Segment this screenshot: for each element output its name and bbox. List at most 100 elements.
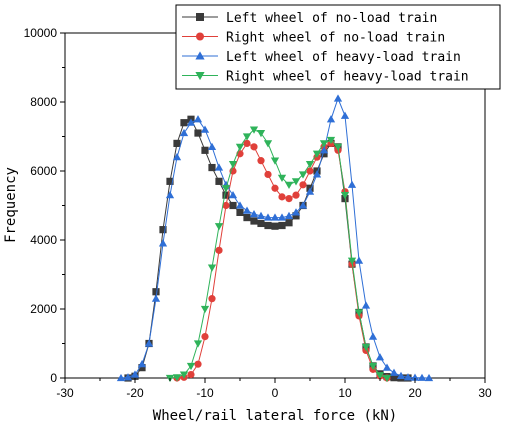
data-point bbox=[278, 193, 286, 201]
data-point bbox=[179, 371, 189, 379]
legend-marker bbox=[196, 13, 204, 21]
data-point bbox=[264, 170, 272, 179]
data-point bbox=[116, 373, 126, 382]
data-point bbox=[243, 213, 251, 222]
data-point bbox=[221, 185, 231, 193]
legend-marker bbox=[195, 51, 205, 60]
data-point bbox=[228, 191, 238, 199]
data-point bbox=[137, 360, 147, 368]
series-line bbox=[127, 118, 408, 379]
data-point bbox=[215, 177, 223, 185]
x-tick-label: -30 bbox=[56, 386, 74, 400]
y-tick-label: 8000 bbox=[30, 95, 57, 109]
data-point bbox=[291, 208, 301, 216]
data-point bbox=[214, 163, 224, 171]
data-point bbox=[158, 239, 168, 247]
data-point bbox=[320, 150, 328, 158]
data-point bbox=[200, 125, 210, 133]
data-point bbox=[299, 181, 307, 189]
data-point bbox=[347, 257, 357, 265]
data-point bbox=[333, 143, 343, 151]
data-point bbox=[194, 129, 202, 137]
data-point bbox=[396, 371, 406, 380]
x-tick-label: 30 bbox=[478, 386, 492, 400]
data-point bbox=[319, 140, 329, 148]
data-point bbox=[159, 226, 167, 234]
data-point bbox=[228, 160, 238, 169]
data-point bbox=[180, 119, 188, 127]
data-point bbox=[186, 362, 196, 371]
data-point bbox=[340, 111, 350, 119]
series-1 bbox=[124, 115, 412, 382]
y-tick-label: 10000 bbox=[24, 26, 58, 40]
x-tick-label: -10 bbox=[196, 386, 214, 400]
data-point bbox=[305, 160, 315, 169]
data-point bbox=[375, 372, 385, 380]
data-point bbox=[257, 157, 265, 165]
data-point bbox=[235, 201, 245, 209]
data-point bbox=[417, 373, 427, 381]
series-line bbox=[120, 97, 430, 379]
data-point bbox=[215, 246, 223, 254]
data-point bbox=[333, 94, 343, 102]
data-point bbox=[326, 136, 336, 145]
data-point bbox=[361, 343, 371, 352]
data-point bbox=[257, 219, 265, 228]
y-tick-label: 4000 bbox=[30, 233, 57, 247]
data-point bbox=[403, 373, 413, 381]
data-point bbox=[284, 181, 294, 189]
data-point bbox=[263, 213, 273, 221]
y-tick-label: 6000 bbox=[30, 164, 57, 178]
data-point bbox=[340, 192, 350, 200]
x-axis-label: Wheel/rail lateral force (kN) bbox=[153, 408, 397, 424]
data-point bbox=[201, 146, 209, 154]
data-point bbox=[179, 128, 189, 137]
y-tick-label: 2000 bbox=[30, 302, 57, 316]
series-3 bbox=[116, 94, 434, 382]
data-point bbox=[222, 201, 230, 210]
legend-marker bbox=[195, 72, 205, 81]
data-point bbox=[250, 217, 258, 225]
data-point bbox=[194, 360, 202, 368]
data-point bbox=[270, 213, 280, 221]
data-point bbox=[138, 364, 146, 372]
data-point bbox=[235, 143, 245, 151]
data-point bbox=[152, 288, 160, 296]
data-point bbox=[201, 333, 209, 341]
data-point bbox=[207, 264, 217, 272]
data-point bbox=[285, 219, 293, 227]
data-point bbox=[144, 339, 154, 347]
data-point bbox=[193, 115, 203, 123]
data-point bbox=[298, 201, 308, 209]
data-point bbox=[173, 139, 181, 147]
data-point bbox=[222, 191, 230, 199]
data-point bbox=[271, 184, 279, 192]
data-point bbox=[256, 129, 266, 138]
data-point bbox=[382, 363, 392, 371]
data-point bbox=[270, 157, 280, 165]
data-point bbox=[208, 163, 216, 172]
y-tick-label: 0 bbox=[50, 371, 57, 385]
data-point bbox=[410, 373, 420, 381]
data-point bbox=[172, 374, 182, 382]
data-point bbox=[271, 222, 279, 230]
data-point bbox=[264, 221, 272, 230]
data-point bbox=[361, 301, 371, 309]
data-point bbox=[368, 362, 378, 371]
data-point bbox=[187, 370, 195, 379]
data-point bbox=[151, 294, 161, 302]
series-line bbox=[169, 128, 388, 379]
data-point bbox=[354, 309, 364, 317]
data-point bbox=[306, 167, 314, 175]
data-point bbox=[193, 340, 203, 348]
data-point bbox=[263, 140, 273, 148]
x-tick-label: 20 bbox=[408, 386, 422, 400]
legend-label: Right wheel of heavy-load train bbox=[226, 70, 469, 85]
data-point bbox=[256, 211, 266, 219]
legend-label: Left wheel of heavy-load train bbox=[226, 50, 461, 65]
x-tick-label: -20 bbox=[126, 386, 144, 400]
data-point bbox=[326, 115, 336, 123]
data-point bbox=[166, 177, 174, 185]
data-point bbox=[208, 295, 216, 303]
